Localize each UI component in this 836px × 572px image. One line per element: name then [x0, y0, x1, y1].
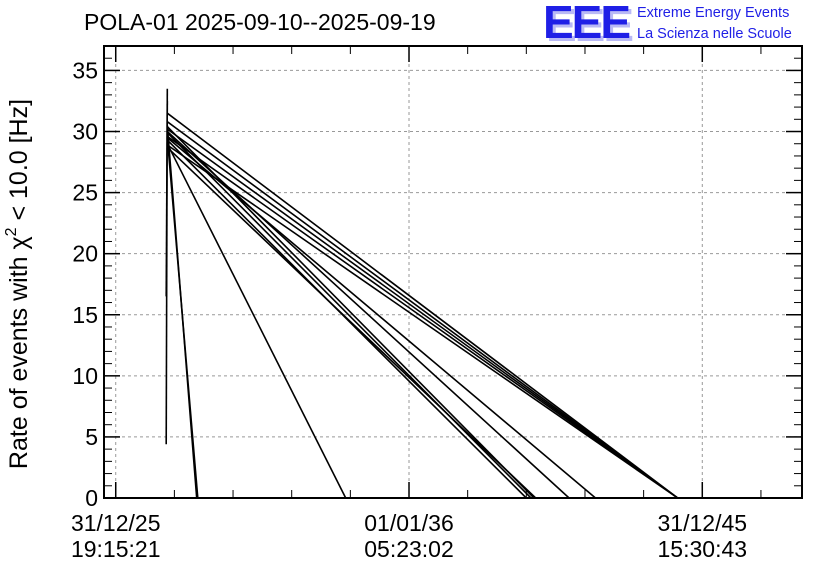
y-tick-labels: 0 5 10 15 20 25 30 35	[72, 57, 98, 511]
y-tick-label: 20	[72, 241, 98, 267]
series-line-s4	[166, 137, 199, 499]
y-axis-label-prefix: Rate of events with	[5, 250, 33, 470]
chart-title: POLA-01 2025-09-10--2025-09-19	[84, 9, 436, 35]
x-tick-label-date: 01/01/36	[364, 510, 454, 536]
series-line-s5	[166, 143, 347, 499]
logo-mark: EEE	[543, 0, 631, 48]
y-tick-label: 35	[72, 57, 98, 83]
series-line-s15	[166, 130, 570, 499]
series-line-s16	[166, 136, 597, 499]
series-line-s14	[166, 146, 537, 499]
x-tick-label-time: 19:15:21	[71, 536, 161, 562]
plot-frame	[103, 45, 803, 499]
data-series	[165, 88, 679, 499]
y-tick-label: 30	[72, 119, 98, 145]
logo-text-line1: Extreme Energy Events	[637, 5, 790, 21]
y-tick-label: 0	[85, 485, 98, 511]
logo-mark-shadow: EEE	[546, 0, 634, 51]
x-tick-label-date: 31/12/25	[71, 510, 161, 536]
series-line-s6	[166, 112, 679, 499]
x-tick-label-time: 15:30:43	[658, 536, 748, 562]
grid-lines	[104, 46, 802, 498]
series-line-s9	[166, 135, 679, 499]
x-tick-label-date: 31/12/45	[658, 510, 748, 536]
x-tick-label-time: 05:23:02	[364, 536, 454, 562]
y-axis-label-sup: 2	[3, 227, 20, 236]
y-tick-label: 5	[85, 424, 98, 450]
series-line-s8	[166, 128, 679, 499]
y-axis-label-chi: χ	[5, 236, 33, 249]
axis-ticks	[104, 45, 802, 499]
y-tick-label: 10	[72, 363, 98, 389]
series-line-s12	[166, 132, 532, 499]
y-tick-label: 25	[72, 180, 98, 206]
y-axis-label: Rate of events with χ2 < 10.0 [Hz]	[3, 99, 33, 469]
series-line-s10	[166, 144, 679, 499]
series-line-s7	[166, 121, 679, 499]
y-axis-label-suffix: < 10.0 [Hz]	[5, 99, 33, 228]
y-tick-label: 15	[72, 302, 98, 328]
logo-text-line2: La Scienza nelle Scuole	[637, 26, 792, 42]
eee-logo: EEE EEE Extreme Energy Events La Scienza…	[543, 0, 833, 51]
